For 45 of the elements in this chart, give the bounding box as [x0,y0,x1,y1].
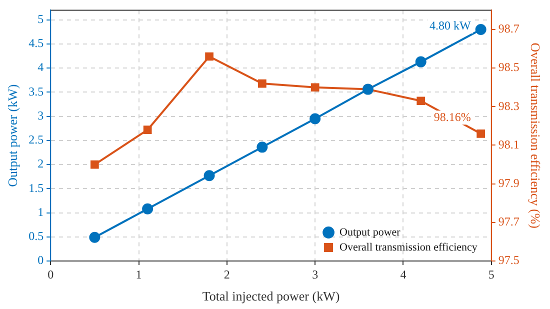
y-tick-label: 3.5 [28,84,44,98]
y2-tick-label: 98.3 [498,98,520,113]
legend-label: Overall transmission efficiency [340,241,478,254]
y2-tick-label: 98.5 [498,60,520,74]
point [475,24,486,35]
y-tick-label: 0 [38,253,44,268]
y2-axis-title: Overall transmission efficiency (%) [528,42,543,228]
y2-tick-label: 97.7 [498,214,520,229]
y-tick-label: 2.5 [28,132,44,147]
point [310,113,321,124]
point [89,232,100,243]
y2-tick-label: 98.1 [498,137,520,152]
y-tick-label: 2 [38,156,44,171]
x-tick-label: 2 [224,267,230,282]
point [476,129,486,138]
y-tick-label: 0.5 [28,229,44,244]
y2-tick-label: 98.7 [498,22,520,36]
x-tick-label: 4 [400,267,406,282]
legend-label: Output power [340,226,401,238]
point [204,170,215,182]
point [143,126,152,134]
point [310,83,320,92]
point [142,203,154,214]
x-tick-label: 3 [312,267,318,282]
x-axis-title: Total injected power (kW) [202,288,340,304]
point [205,52,214,61]
y-tick-label: 3 [38,108,44,122]
y2-tick-label: 97.5 [498,253,520,268]
x-tick-label: 0 [48,267,54,282]
y2-tick-label: 97.9 [498,176,520,190]
x-tick-label: 5 [488,267,494,282]
point [415,56,426,68]
y-tick-label: 1 [38,204,44,219]
point [90,160,99,169]
y-tick-label: 5 [38,12,44,26]
y-tick-label: 4 [38,60,44,74]
point [416,96,426,106]
point [258,79,266,88]
y-axis-title: Output power (kW) [5,84,20,187]
x-tick-label: 1 [136,267,142,282]
annotation: 4.80 kW [429,18,472,33]
y-tick-label: 1.5 [28,180,44,195]
annotation: 98.16% [434,110,471,124]
y-tick-label: 4.5 [28,36,44,50]
point [256,142,268,153]
